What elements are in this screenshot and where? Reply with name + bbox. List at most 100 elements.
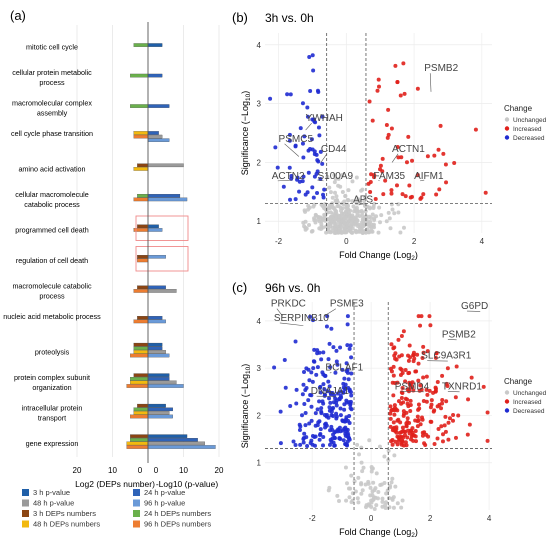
bar-right-tick-label: 0 <box>154 466 159 475</box>
scatter-point <box>312 443 317 448</box>
scatter-point <box>446 420 451 425</box>
gene-label: SLC9A3R1 <box>421 351 471 362</box>
scatter-point <box>334 348 339 353</box>
scatter-point <box>338 224 343 229</box>
scatter-point <box>350 498 355 503</box>
scatter-point <box>304 386 309 391</box>
bar <box>147 441 205 446</box>
scatter-point <box>431 409 436 414</box>
scatter-point <box>374 503 379 508</box>
scatter-point <box>403 440 408 445</box>
scatter-point <box>301 436 306 441</box>
gene-label: PRKDC <box>271 299 306 310</box>
scatter-point <box>317 437 322 442</box>
scatter-point <box>338 406 343 411</box>
scatter-point <box>393 439 398 444</box>
scatter-point <box>314 372 319 377</box>
scatter-point <box>315 348 320 353</box>
y-tick-label: 4 <box>257 41 262 50</box>
scatter-point <box>294 401 299 406</box>
gene-label-leader <box>378 179 380 182</box>
scatter-point <box>312 347 317 352</box>
scatter-point <box>485 410 490 415</box>
scatter-point <box>318 427 323 432</box>
scatter-point <box>415 86 420 91</box>
bar-right-axis-label: -Log10 (p-value) <box>156 479 219 489</box>
legend-entry: 96 h p-value <box>144 499 185 508</box>
scatter-point <box>435 380 440 385</box>
gene-label: G6PD <box>461 301 488 312</box>
y-axis-label: Significance (−Log10) <box>240 364 252 449</box>
scatter-point <box>331 414 336 419</box>
scatter-point <box>398 366 403 371</box>
scatter-point <box>362 229 367 234</box>
scatter-point <box>374 471 379 476</box>
bar <box>147 346 163 351</box>
scatter-point <box>399 395 404 400</box>
bar <box>147 194 181 198</box>
scatter-point <box>357 214 362 219</box>
scatter-point <box>287 138 292 143</box>
scatter-point <box>323 392 328 397</box>
volcano-3h-title: 3h vs. 0h <box>265 11 314 25</box>
legend-entry: Unchanged <box>513 390 547 397</box>
scatter-point <box>311 68 316 73</box>
scatter-point <box>305 444 310 449</box>
panel-label-c: (c) <box>232 280 247 295</box>
scatter-point <box>332 443 337 448</box>
scatter-point <box>386 458 391 463</box>
scatter-point <box>298 126 303 131</box>
scatter-point <box>403 367 408 372</box>
scatter-point <box>315 190 320 195</box>
bar-legend: 3 h p-value 24 h p-value 48 h p-value 96 h … <box>22 488 211 529</box>
scatter-point <box>444 381 449 386</box>
scatter-point <box>394 183 399 188</box>
scatter-point <box>300 141 305 146</box>
scatter-point <box>408 398 413 403</box>
scatter-point <box>369 504 374 509</box>
gene-label: PSMB2 <box>424 63 458 74</box>
legend-marker <box>504 126 510 131</box>
scatter-point <box>335 204 340 209</box>
scatter-point <box>309 370 314 375</box>
scatter-point <box>287 165 292 170</box>
legend-swatch <box>22 499 29 507</box>
scatter-point <box>411 350 416 355</box>
bar <box>133 167 149 171</box>
scatter-point <box>345 314 350 319</box>
gene-label-leader <box>429 73 432 92</box>
scatter-point <box>440 401 445 406</box>
scatter-point <box>321 443 326 448</box>
bar <box>137 285 149 290</box>
scatter-point <box>425 349 430 354</box>
scatter-point <box>301 382 306 387</box>
scatter-point <box>305 114 310 119</box>
scatter-point <box>341 381 346 386</box>
scatter-point <box>416 407 421 412</box>
bar <box>130 380 149 385</box>
scatter-point <box>349 220 354 225</box>
bar-category-label: cell cycle phase transition <box>11 129 93 138</box>
scatter-point <box>420 355 425 360</box>
scatter-point <box>376 77 381 82</box>
scatter-point <box>320 114 325 119</box>
scatter-point <box>317 385 322 390</box>
scatter-point <box>298 442 303 447</box>
scatter-point <box>341 438 346 443</box>
gene-label: ACTN1 <box>392 144 425 155</box>
x-axis-label: Fold Change (Log2) <box>339 527 418 539</box>
scatter-point <box>340 172 345 177</box>
scatter-point <box>323 373 328 378</box>
scatter-point <box>306 170 311 175</box>
scatter-point <box>397 430 402 435</box>
bar <box>147 407 173 412</box>
y-axis-label: Significance (−Log10) <box>240 91 252 176</box>
scatter-point <box>338 413 343 418</box>
volcano-3h-plot: PSMB2 YWHAH PSMC5 CD44 ACTN1 ACTN2 S100A9 FAM35… <box>240 33 547 262</box>
bar <box>147 316 163 320</box>
scatter-point <box>445 366 450 371</box>
scatter-point <box>331 205 336 210</box>
legend-entry: 3 h p-value <box>33 488 70 497</box>
scatter-point <box>306 398 311 403</box>
